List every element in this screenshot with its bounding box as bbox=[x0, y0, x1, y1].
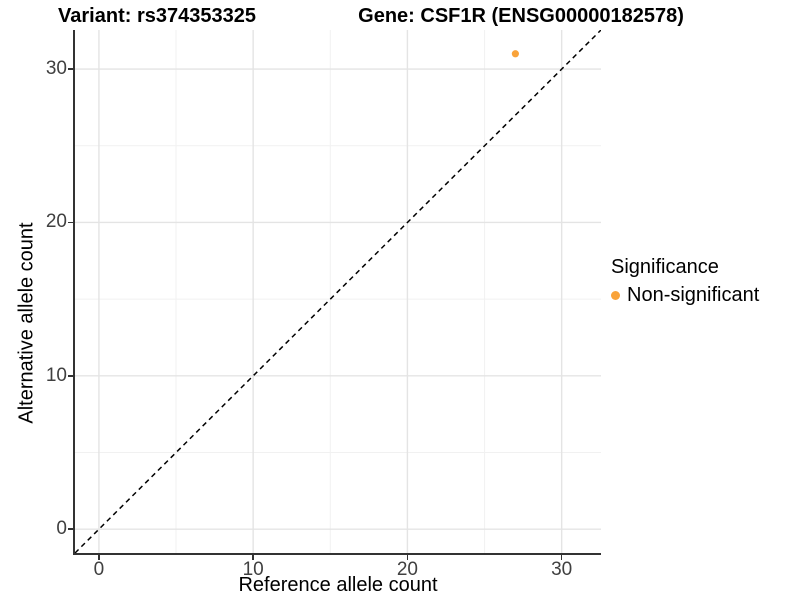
y-axis-tick bbox=[68, 375, 73, 377]
x-axis-tick bbox=[560, 555, 563, 560]
x-axis-tick bbox=[98, 555, 100, 560]
y-axis-tick-label: 0 bbox=[56, 518, 67, 540]
x-axis-tick-label: 10 bbox=[242, 559, 264, 580]
plot-title-gene: Gene: CSF1R (ENSG00000182578) bbox=[358, 5, 684, 27]
plot-panel bbox=[73, 30, 601, 555]
y-axis-tick bbox=[68, 68, 73, 70]
x-axis-tick bbox=[252, 555, 254, 560]
legend: Significance Non-significant bbox=[611, 256, 759, 307]
x-axis-tick-label: 20 bbox=[396, 559, 418, 580]
y-axis-tick-label: 30 bbox=[45, 58, 67, 80]
y-axis-tick-label: 20 bbox=[45, 211, 67, 233]
y-axis-tick-label: 10 bbox=[45, 364, 67, 386]
y-axis-tick bbox=[68, 221, 73, 224]
legend-title: Significance bbox=[611, 256, 719, 278]
x-axis-tick-label: 0 bbox=[93, 559, 105, 580]
legend-point-icon bbox=[611, 291, 620, 300]
plot-title-variant: Variant: rs374353325 bbox=[58, 5, 256, 27]
x-axis-title: Reference allele count bbox=[238, 574, 438, 596]
legend-entry-label: Non-significant bbox=[627, 284, 760, 306]
x-axis-tick bbox=[406, 555, 409, 560]
identity-line bbox=[75, 30, 601, 553]
plot-panel-canvas bbox=[75, 30, 601, 553]
y-axis-tick bbox=[68, 528, 73, 530]
y-axis-title: Alternative allele count bbox=[15, 222, 38, 424]
x-axis-tick-label: 30 bbox=[551, 559, 573, 580]
legend-entry: Non-significant bbox=[611, 284, 759, 307]
data-point bbox=[511, 50, 519, 58]
